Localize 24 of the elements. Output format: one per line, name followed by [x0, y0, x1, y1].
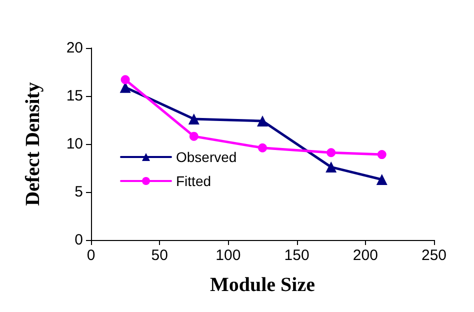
y-tick-label: 10	[66, 136, 83, 152]
y-axis-title: Defect Density	[22, 82, 44, 206]
x-tick-label: 0	[86, 247, 96, 264]
x-tick-label: 150	[284, 247, 310, 264]
x-tick-label: 250	[421, 247, 447, 264]
point	[120, 75, 130, 84]
y-tick-label: 20	[66, 40, 83, 56]
point	[258, 143, 267, 152]
x-tick-label: 200	[352, 247, 378, 264]
x-axis-title: Module Size	[210, 274, 316, 296]
y-tick-label: 15	[66, 88, 83, 104]
point	[376, 174, 388, 186]
y-tick-label: 5	[74, 184, 83, 200]
x-tick-label: 50	[151, 247, 168, 264]
legend-label: Fitted	[176, 173, 212, 189]
point	[326, 148, 336, 158]
point	[257, 115, 268, 126]
point	[188, 114, 200, 125]
y-tick-label: 0	[74, 232, 83, 248]
point	[189, 132, 198, 141]
point	[326, 162, 337, 173]
x-tick-label: 100	[216, 247, 241, 264]
legend-label: Observed	[176, 149, 237, 165]
point	[377, 150, 386, 160]
